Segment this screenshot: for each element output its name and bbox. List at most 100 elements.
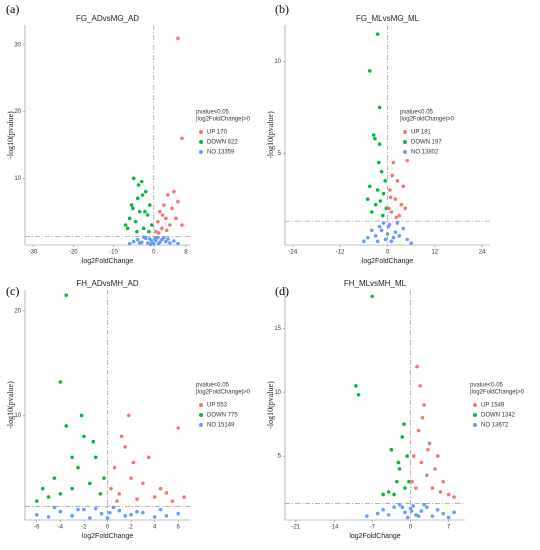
point: [147, 203, 152, 207]
y-tick-label: 10: [14, 176, 21, 182]
point: [148, 242, 153, 247]
point: [176, 426, 181, 430]
x-tick-label: 4: [153, 525, 157, 531]
point: [403, 510, 407, 515]
point: [180, 136, 184, 141]
point: [411, 454, 416, 458]
point: [174, 216, 178, 221]
point: [64, 424, 69, 428]
point: [430, 514, 435, 518]
point: [377, 224, 382, 229]
point: [433, 467, 437, 471]
point: [102, 476, 106, 480]
point: [386, 224, 391, 229]
point: [176, 199, 180, 204]
point: [133, 219, 138, 224]
point: [127, 241, 132, 246]
legend-label: DOWN 775: [207, 413, 238, 419]
point: [381, 191, 386, 196]
point: [136, 183, 141, 187]
legend-title: pvalue<0.05: [470, 383, 504, 389]
point: [377, 105, 382, 110]
point: [395, 221, 400, 225]
point: [379, 169, 384, 174]
point: [117, 508, 122, 513]
point: [156, 219, 160, 224]
point: [146, 455, 151, 460]
x-tick-label: 0: [409, 525, 413, 531]
point: [365, 235, 370, 240]
point: [389, 447, 394, 452]
x-axis-label: log2FoldChange: [362, 258, 413, 265]
point: [411, 504, 415, 508]
point: [381, 221, 386, 225]
point: [393, 230, 398, 234]
point: [381, 507, 385, 512]
point: [129, 476, 133, 480]
chart-title: FH_MLvsMH_ML: [344, 279, 407, 288]
point: [160, 226, 164, 231]
point: [420, 415, 425, 420]
panel-label: (c): [6, 284, 19, 298]
point: [98, 492, 103, 496]
point: [405, 454, 409, 458]
point: [441, 479, 445, 484]
point: [419, 509, 424, 513]
x-tick-label: -6: [34, 525, 40, 531]
legend-swatch: [199, 150, 203, 154]
point: [386, 513, 391, 517]
chart-title: FG_MLvsMG_ML: [356, 14, 420, 23]
point: [383, 179, 387, 183]
point: [135, 509, 139, 514]
point: [425, 505, 429, 510]
x-tick-label: 12: [431, 250, 438, 256]
point: [70, 455, 74, 460]
point: [452, 510, 456, 515]
point: [156, 241, 161, 246]
point: [34, 499, 39, 503]
point: [168, 241, 172, 245]
point: [156, 235, 160, 240]
point: [170, 206, 174, 211]
point: [401, 226, 406, 231]
point: [135, 497, 139, 501]
point: [172, 239, 176, 243]
x-tick-label: -10: [109, 250, 118, 256]
x-axis-label: log2FoldChange: [82, 533, 133, 540]
legend-title: pvalue<0.05: [196, 383, 230, 389]
legend-title: |log2FoldChange|>0: [196, 390, 251, 396]
legend-label: NO 13802: [411, 150, 439, 156]
point: [375, 188, 380, 192]
point: [414, 513, 418, 517]
panel-label: (d): [275, 284, 289, 298]
point: [446, 515, 451, 520]
point: [158, 507, 163, 512]
point: [82, 434, 86, 439]
x-tick-label: -12: [336, 250, 345, 256]
point: [446, 492, 451, 497]
point: [151, 241, 156, 246]
point: [40, 486, 45, 491]
point: [152, 515, 157, 519]
point: [162, 235, 166, 240]
point: [419, 460, 424, 465]
point: [176, 511, 181, 516]
point: [88, 516, 92, 520]
legend-label: UP 553: [207, 403, 228, 409]
y-tick-label: 10: [274, 59, 281, 65]
x-tick-label: -7: [370, 525, 376, 531]
point: [152, 495, 157, 499]
x-tick-label: -20: [69, 250, 78, 256]
point: [145, 241, 150, 245]
point: [149, 223, 154, 227]
x-tick-label: -4: [58, 525, 64, 531]
legend-title: |log2FoldChange|>0: [400, 117, 455, 123]
point: [354, 384, 358, 388]
point: [168, 223, 172, 227]
point: [400, 435, 405, 439]
legend-swatch: [403, 150, 407, 154]
point: [383, 237, 388, 242]
legend-label: DOWN 197: [411, 140, 442, 146]
point: [64, 293, 69, 298]
point: [141, 235, 146, 239]
